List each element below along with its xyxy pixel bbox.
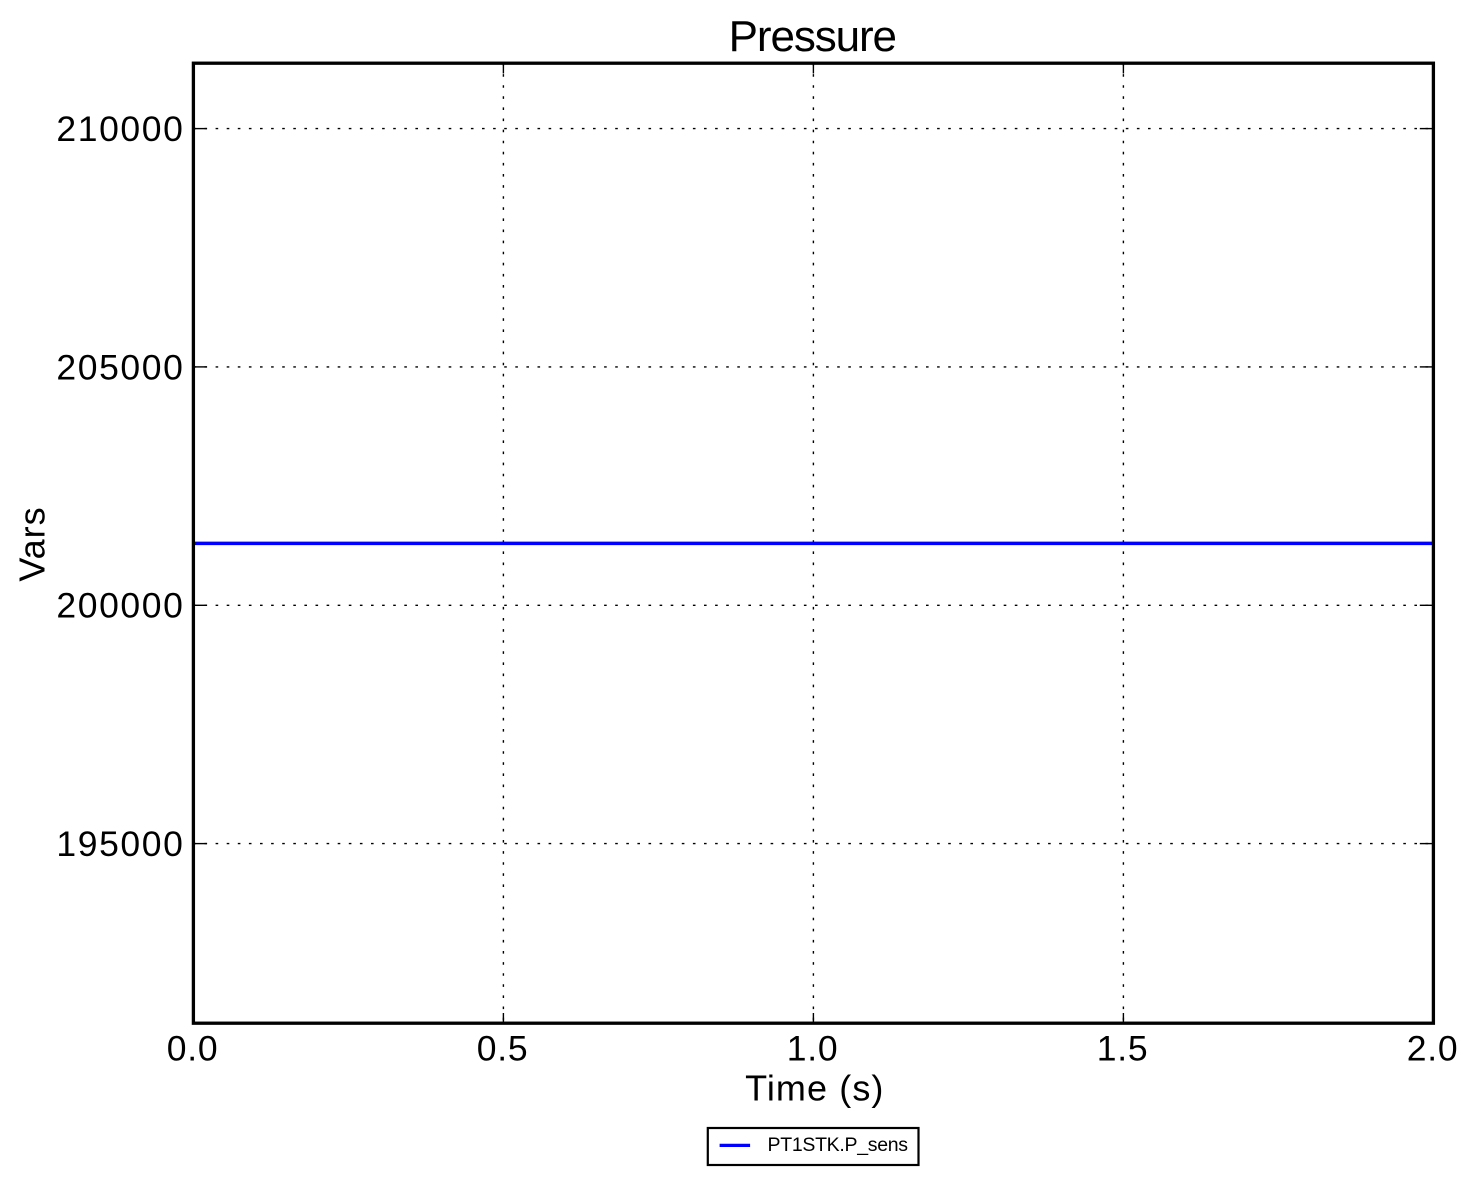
svg-text:1.5: 1.5 xyxy=(1097,1028,1149,1068)
svg-text:1.0: 1.0 xyxy=(787,1028,839,1068)
svg-text:PT1STK.P_sens: PT1STK.P_sens xyxy=(768,1134,909,1156)
svg-text:Time (s): Time (s) xyxy=(745,1067,884,1108)
svg-text:205000: 205000 xyxy=(56,347,184,387)
svg-text:210000: 210000 xyxy=(56,109,184,149)
svg-text:2.0: 2.0 xyxy=(1407,1028,1459,1068)
svg-text:Pressure: Pressure xyxy=(729,12,896,61)
svg-text:Vars: Vars xyxy=(11,506,52,581)
svg-text:200000: 200000 xyxy=(56,586,184,626)
svg-text:195000: 195000 xyxy=(56,824,184,864)
svg-text:0.0: 0.0 xyxy=(167,1028,219,1068)
svg-text:0.5: 0.5 xyxy=(477,1028,529,1068)
